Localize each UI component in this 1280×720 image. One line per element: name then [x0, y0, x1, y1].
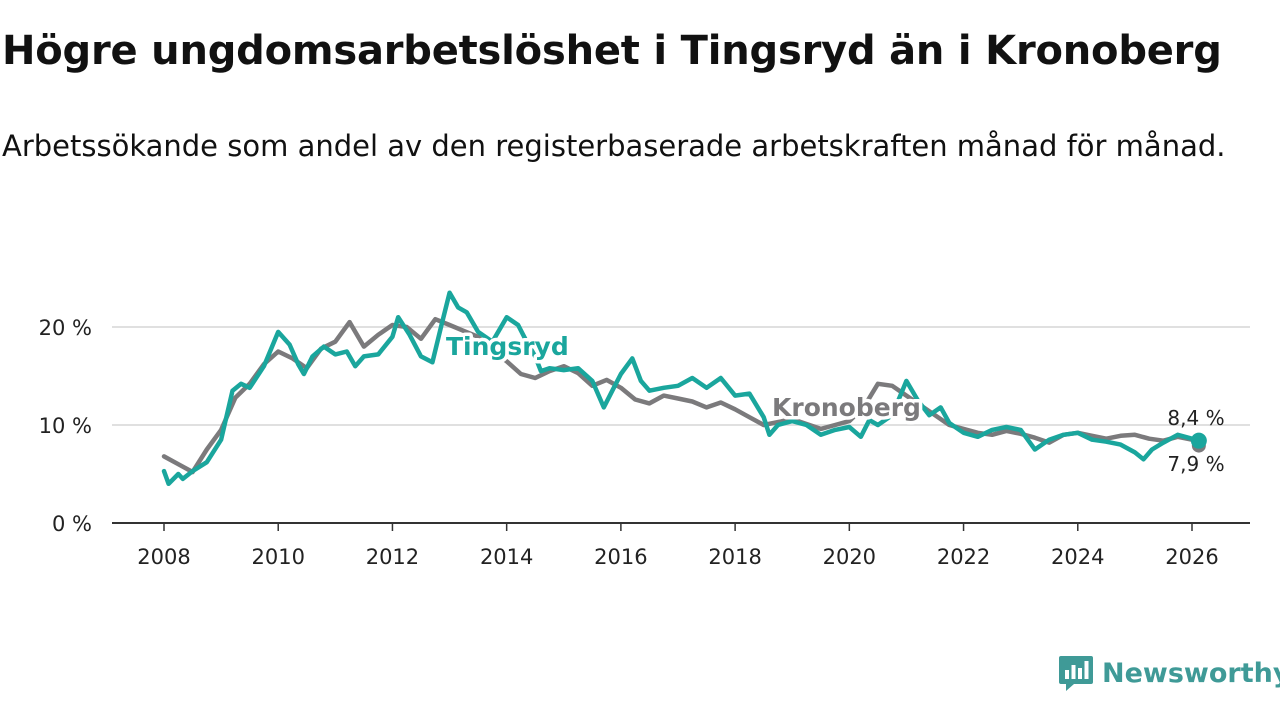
x-tick-label: 2018	[708, 545, 761, 569]
end-markers: 8,4 % 7,9 %	[1167, 406, 1224, 476]
y-axis-tick-labels: 0 % 10 % 20 %	[39, 316, 92, 536]
y-tick-label: 10 %	[39, 414, 92, 438]
x-tick-label: 2008	[137, 545, 190, 569]
chart-subtitle: Arbetssökande som andel av den registerb…	[2, 129, 1226, 163]
x-tick-label: 2012	[366, 545, 419, 569]
end-value-label-tingsryd: 8,4 %	[1167, 406, 1224, 430]
series-label-tingsryd: Tingsryd	[446, 332, 569, 361]
end-marker-tingsryd	[1190, 432, 1207, 449]
x-tick-label: 2026	[1165, 545, 1218, 569]
x-tick-label: 2016	[594, 545, 647, 569]
x-tick-label: 2020	[823, 545, 876, 569]
end-value-label-kronoberg: 7,9 %	[1167, 452, 1224, 476]
gridlines	[112, 326, 1250, 426]
newsworthy-logo: Newsworthy	[1058, 654, 1280, 692]
x-tick-label: 2022	[937, 545, 990, 569]
series-line-kronoberg	[161, 316, 1202, 475]
x-tick-label: 2024	[1051, 545, 1104, 569]
x-axis: 2008 2010 2012 2014 2016 2018 2020 2022 2024 2026	[112, 522, 1250, 569]
x-tick-label: 2010	[251, 545, 304, 569]
y-tick-label: 20 %	[39, 316, 92, 340]
series-label-kronoberg: Kronoberg	[772, 393, 921, 422]
newsworthy-logo-icon	[1059, 656, 1093, 691]
newsworthy-logo-text: Newsworthy	[1102, 657, 1280, 689]
series-line-tingsryd	[161, 290, 1202, 487]
series-lines	[161, 290, 1202, 487]
chart-title: Högre ungdomsarbetslöshet i Tingsryd än …	[2, 28, 1222, 74]
x-tick-label: 2014	[480, 545, 533, 569]
series-labels: Tingsryd Kronoberg	[443, 329, 925, 426]
y-tick-label: 0 %	[52, 512, 92, 536]
